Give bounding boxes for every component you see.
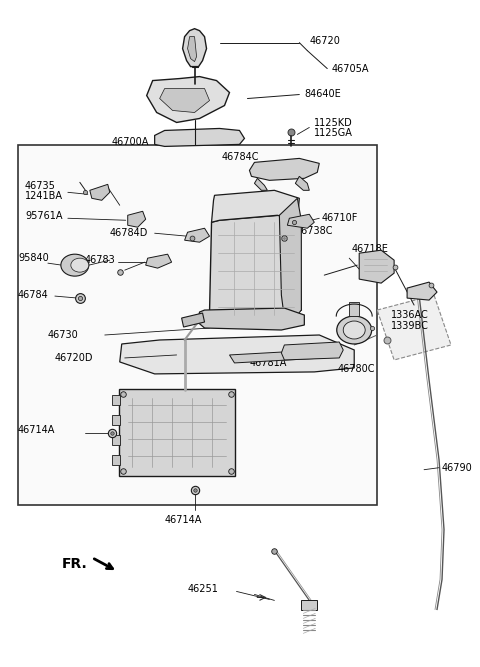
Polygon shape [185,228,210,242]
Polygon shape [145,254,172,268]
Text: 46781A: 46781A [250,358,287,368]
Polygon shape [155,129,244,147]
Polygon shape [112,395,120,405]
Text: 46784D: 46784D [110,228,148,238]
Text: 46700A: 46700A [112,137,149,147]
Text: 46720D: 46720D [55,353,94,363]
Polygon shape [210,215,301,320]
Polygon shape [147,77,229,123]
Polygon shape [90,184,110,200]
Polygon shape [300,351,329,358]
Text: 46714A: 46714A [165,514,202,524]
Polygon shape [250,158,319,180]
Polygon shape [188,37,197,61]
Polygon shape [377,295,451,360]
Polygon shape [112,415,120,425]
Polygon shape [212,190,300,222]
Polygon shape [301,600,317,610]
Text: 46714A: 46714A [18,425,55,435]
Text: 95840: 95840 [18,253,48,263]
Text: 1125GA: 1125GA [314,129,353,139]
Text: 46784C: 46784C [221,152,259,162]
Text: 46738C: 46738C [295,226,333,236]
Polygon shape [407,282,437,300]
Text: 46251: 46251 [188,584,218,594]
Ellipse shape [343,321,365,339]
Polygon shape [349,302,359,316]
Text: 46720: 46720 [309,35,340,45]
Polygon shape [288,214,314,228]
Text: 46780C: 46780C [337,364,375,374]
Ellipse shape [337,316,372,344]
Text: 46783: 46783 [85,255,116,265]
Polygon shape [281,342,343,360]
Text: 1241BA: 1241BA [25,191,63,201]
Polygon shape [254,178,267,190]
Text: 46735: 46735 [25,181,56,191]
Text: 46718E: 46718E [351,244,388,254]
Text: 1336AC: 1336AC [391,310,429,320]
Text: FR.: FR. [62,558,88,572]
Polygon shape [359,250,394,283]
Polygon shape [160,89,210,113]
Polygon shape [112,435,120,445]
Polygon shape [128,211,145,227]
Text: 46790: 46790 [442,463,473,473]
Polygon shape [182,29,206,67]
Text: 1125KD: 1125KD [314,119,353,129]
Text: 1339BC: 1339BC [391,321,429,331]
Bar [18,145,377,505]
Text: 46730: 46730 [48,330,79,340]
FancyBboxPatch shape [119,389,236,476]
Text: 46784: 46784 [18,290,48,300]
Polygon shape [198,308,304,330]
Polygon shape [181,313,204,327]
Polygon shape [120,335,354,374]
Ellipse shape [71,258,89,272]
Polygon shape [112,455,120,465]
Polygon shape [279,198,301,318]
Text: 46705A: 46705A [331,63,369,73]
Polygon shape [295,176,309,190]
Text: 84640E: 84640E [304,89,341,99]
Polygon shape [229,350,324,363]
Ellipse shape [61,254,89,276]
Text: 95761A: 95761A [25,211,62,221]
Text: 46710F: 46710F [321,213,358,223]
